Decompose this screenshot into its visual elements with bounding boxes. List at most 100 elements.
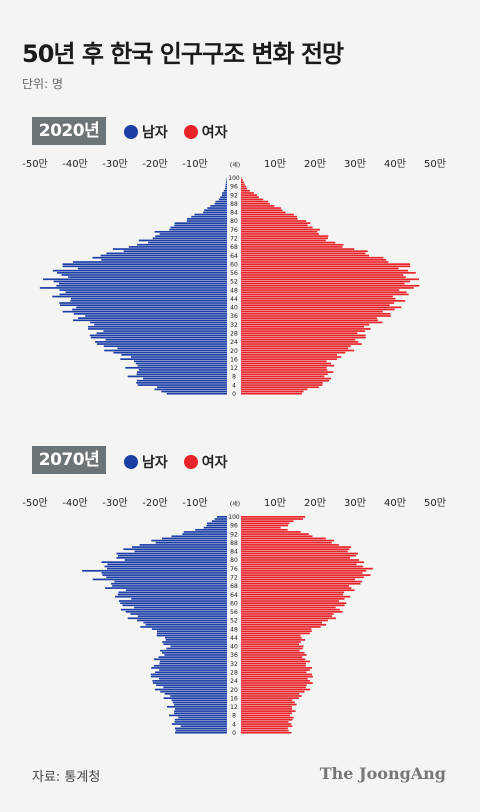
female-bar [241, 569, 367, 572]
male-bar [226, 181, 227, 184]
male-bar [175, 729, 227, 732]
male-bar [206, 524, 227, 527]
age-tick-label: 0 [232, 391, 236, 398]
male-bar [130, 613, 227, 615]
male-bar [58, 282, 227, 285]
x-tick-label: -50만 [22, 497, 48, 509]
female-bar [241, 222, 311, 225]
female-bar [241, 537, 326, 540]
male-bar [92, 256, 227, 259]
x-tick-label: -40만 [62, 158, 88, 170]
female-bar [241, 535, 313, 538]
female-bar [241, 362, 332, 365]
female-bar [241, 516, 306, 518]
female-bar [241, 336, 366, 339]
male-bar [65, 291, 228, 294]
female-bar [241, 315, 391, 317]
male-bar [117, 347, 227, 350]
female-dot-icon [183, 455, 198, 469]
male-bar [92, 578, 227, 581]
age-tick-label: 20 [230, 687, 238, 694]
male-bar [169, 228, 227, 231]
male-bar [94, 323, 228, 326]
female-bar [241, 377, 332, 380]
female-bar [241, 297, 396, 300]
legend-item-female: 여자 [183, 452, 228, 472]
male-bar [163, 643, 227, 646]
female-bar [241, 557, 351, 559]
female-bar [241, 662, 306, 665]
female-bar [241, 198, 264, 201]
male-bar [180, 725, 227, 728]
female-bar [241, 604, 345, 607]
female-bar [241, 237, 329, 240]
age-tick-label: 60 [230, 261, 238, 268]
male-bar [118, 591, 227, 594]
male-bar [156, 684, 227, 687]
male-bar [171, 535, 227, 538]
female-bar [241, 179, 243, 181]
legend-label-male: 남자 [142, 455, 168, 471]
age-tick-label: 32 [230, 322, 238, 329]
age-tick-label: 36 [230, 652, 238, 659]
male-bar [215, 200, 227, 203]
female-bar [241, 293, 409, 296]
female-bar [241, 533, 309, 535]
male-bar [78, 317, 227, 319]
female-bar [241, 667, 313, 669]
male-bar [156, 632, 227, 635]
age-tick-label: 64 [230, 253, 238, 260]
female-bar [241, 526, 281, 529]
female-bar [241, 364, 335, 367]
x-tick-label: 40만 [384, 158, 406, 170]
male-bar [155, 671, 227, 674]
male-bar [222, 192, 227, 194]
male-bar [165, 636, 227, 639]
female-bar [241, 250, 368, 253]
female-bar [241, 705, 292, 708]
male-bar [112, 248, 227, 250]
male-bar [191, 215, 227, 218]
male-bar [175, 731, 227, 734]
x-tick-label: -20만 [142, 158, 168, 170]
female-bar [241, 388, 308, 391]
male-bar [72, 261, 227, 263]
female-bar [241, 386, 319, 389]
male-dot-icon [124, 455, 138, 469]
female-bar [241, 641, 301, 643]
male-bar [218, 198, 227, 201]
male-bar [145, 623, 227, 626]
male-bar [117, 593, 227, 596]
female-bar [241, 343, 362, 345]
male-bar [106, 576, 227, 579]
female-bar [241, 259, 387, 261]
male-bar [112, 585, 227, 587]
female-bar [241, 541, 332, 544]
age-tick-label: 72 [230, 236, 238, 243]
male-bar [155, 688, 227, 691]
female-bar [241, 228, 320, 231]
female-bar [241, 673, 312, 676]
female-bar [241, 634, 301, 637]
male-bar [131, 598, 227, 600]
female-bar [241, 628, 312, 630]
female-bar [241, 710, 296, 712]
female-bar [241, 647, 303, 650]
female-bar [241, 548, 350, 551]
male-bar [105, 587, 227, 589]
age-tick-label: 56 [230, 270, 238, 277]
male-bar [125, 366, 227, 369]
male-bar [174, 721, 227, 723]
male-bar [136, 373, 227, 376]
female-bar [241, 626, 321, 628]
male-bar [187, 218, 227, 220]
female-bar [241, 686, 306, 689]
male-bar [153, 664, 227, 667]
female-bar [241, 677, 308, 680]
female-bar [241, 669, 310, 671]
male-bar [172, 701, 227, 704]
female-bar [241, 207, 281, 209]
age-tick-label: 52 [230, 618, 238, 625]
female-bar [241, 692, 300, 695]
male-bar [226, 179, 227, 181]
